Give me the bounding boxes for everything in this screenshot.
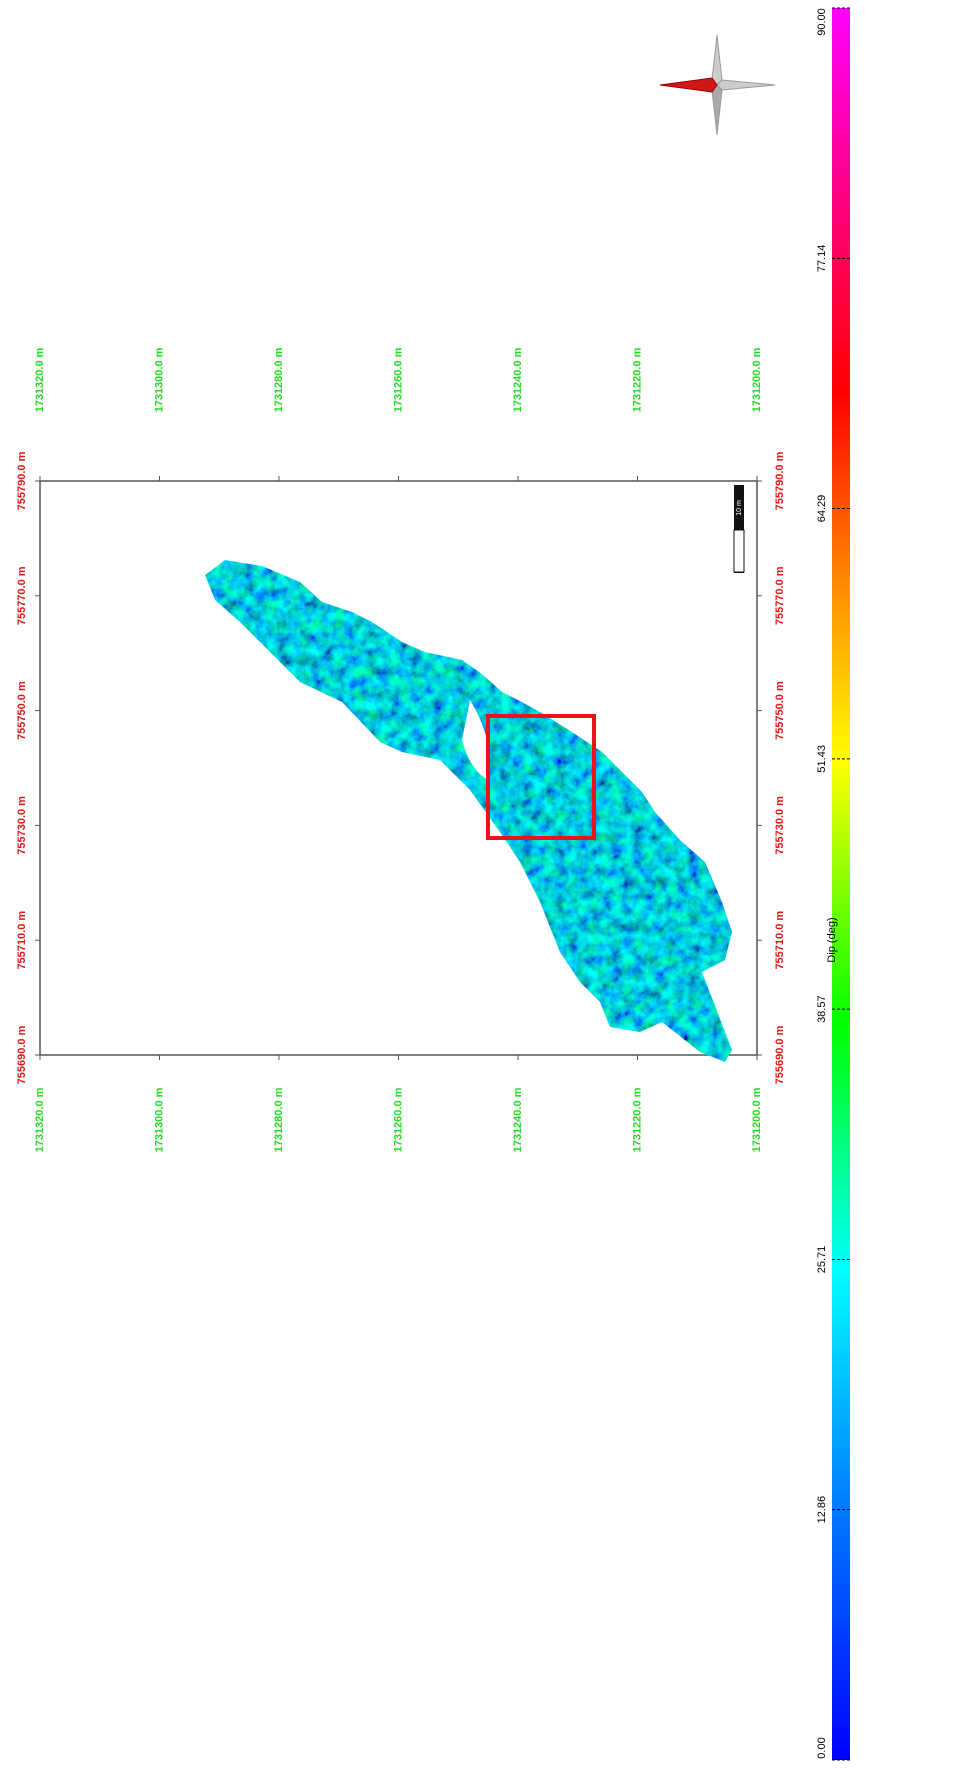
scale-bar-label: 10 m — [736, 500, 743, 516]
northing-label: 1731240.0 m — [512, 347, 524, 412]
colorbar-label: 64.29 — [816, 495, 828, 523]
easting-label: 755770.0 m — [16, 566, 28, 625]
colorbar-label: 90.00 — [816, 8, 828, 36]
easting-label: 755770.0 m — [774, 566, 786, 625]
easting-label: 755750.0 m — [16, 681, 28, 740]
northing-label: 1731220.0 m — [631, 347, 643, 412]
northing-label: 1731280.0 m — [273, 1087, 285, 1152]
northing-label: 1731280.0 m — [273, 347, 285, 412]
northing-label: 1731300.0 m — [153, 347, 165, 412]
easting-label: 755730.0 m — [16, 796, 28, 855]
compass — [660, 35, 775, 135]
northing-label: 1731320.0 m — [34, 1087, 46, 1152]
easting-label: 755750.0 m — [774, 681, 786, 740]
northing-label: 1731200.0 m — [751, 1087, 763, 1152]
colorbar-label: 77.14 — [816, 245, 828, 273]
northing-label: 1731260.0 m — [392, 1087, 404, 1152]
colorbar-label: 51.43 — [816, 745, 828, 773]
northing-label: 1731260.0 m — [392, 347, 404, 412]
colorbar-label: 12.86 — [816, 1496, 828, 1524]
northing-label: 1731220.0 m — [631, 1087, 643, 1152]
map-frame-group: 10 m — [40, 481, 757, 1062]
easting-label: 755690.0 m — [16, 1025, 28, 1084]
northing-label: 1731200.0 m — [751, 347, 763, 412]
easting-label: 755790.0 m — [16, 451, 28, 510]
colorbar — [832, 8, 850, 1760]
easting-label: 755690.0 m — [774, 1025, 786, 1084]
easting-label: 755710.0 m — [16, 911, 28, 970]
scale-bar-segment — [734, 530, 744, 572]
colorbar-label: 25.71 — [816, 1246, 828, 1274]
colorbar-label: 38.57 — [816, 995, 828, 1023]
map-view: 10 m Dip (deg) 755690.0 m 755690.0 m 75571… — [0, 0, 977, 1768]
northing-label: 1731300.0 m — [153, 1087, 165, 1152]
easting-label: 755710.0 m — [774, 911, 786, 970]
northing-label: 1731240.0 m — [512, 1087, 524, 1152]
easting-label: 755790.0 m — [774, 451, 786, 510]
northing-label: 1731320.0 m — [34, 347, 46, 412]
easting-label: 755730.0 m — [774, 796, 786, 855]
colorbar-title: Dip (deg) — [826, 917, 838, 962]
colorbar-label: 0.00 — [816, 1737, 828, 1758]
